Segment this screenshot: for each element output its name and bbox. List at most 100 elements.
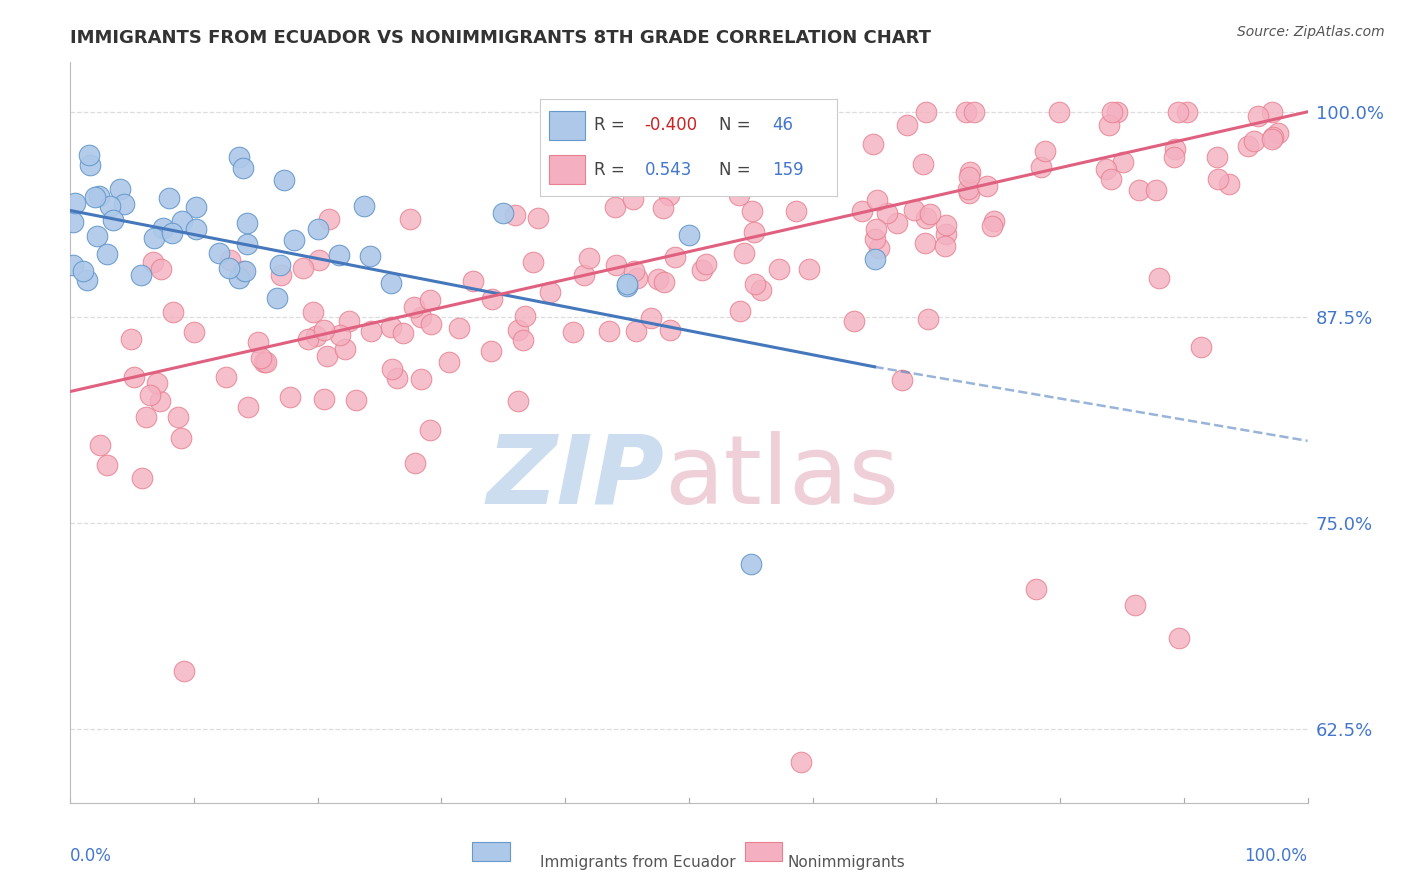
- Point: [439, 355, 461, 369]
- Point: [527, 211, 550, 226]
- Point: [62, 258, 84, 272]
- Point: [150, 261, 173, 276]
- Point: [392, 326, 415, 341]
- Point: [957, 170, 980, 185]
- Point: [659, 323, 682, 337]
- Point: [768, 261, 790, 276]
- Point: [664, 250, 686, 264]
- Point: [143, 231, 166, 245]
- Point: [129, 268, 152, 283]
- Point: [232, 161, 254, 176]
- Point: [236, 401, 259, 415]
- Point: [863, 252, 886, 267]
- Text: 100.0%: 100.0%: [1244, 847, 1308, 865]
- Point: [935, 227, 957, 242]
- Point: [142, 254, 165, 268]
- Point: [380, 277, 402, 291]
- Point: [283, 234, 305, 248]
- Point: [658, 187, 681, 202]
- Point: [236, 237, 259, 252]
- Point: [731, 179, 754, 194]
- Point: [868, 241, 890, 255]
- Point: [963, 104, 986, 119]
- Point: [235, 216, 257, 230]
- Text: Nonimmigrants: Nonimmigrants: [787, 855, 905, 870]
- Text: atlas: atlas: [664, 431, 900, 524]
- Point: [1149, 270, 1171, 285]
- Point: [149, 393, 172, 408]
- Point: [605, 200, 627, 214]
- Point: [479, 343, 502, 358]
- Point: [733, 246, 755, 260]
- Point: [1128, 183, 1150, 197]
- Point: [419, 423, 441, 437]
- Point: [96, 247, 118, 261]
- Point: [955, 104, 977, 119]
- Point: [571, 175, 593, 189]
- Point: [1123, 599, 1146, 613]
- Point: [626, 271, 648, 285]
- Point: [157, 191, 180, 205]
- Point: [291, 260, 314, 275]
- Point: [266, 291, 288, 305]
- Point: [503, 208, 526, 222]
- Point: [578, 251, 600, 265]
- Point: [135, 410, 157, 425]
- Point: [917, 312, 939, 326]
- Point: [308, 252, 330, 267]
- Point: [463, 274, 485, 288]
- Point: [208, 246, 231, 260]
- FancyBboxPatch shape: [472, 842, 509, 861]
- Point: [160, 226, 183, 240]
- Point: [610, 171, 633, 186]
- Point: [232, 263, 254, 277]
- Point: [228, 271, 250, 285]
- Point: [654, 276, 676, 290]
- Point: [1097, 119, 1119, 133]
- Point: [934, 238, 956, 252]
- Point: [380, 320, 402, 334]
- Point: [305, 328, 328, 343]
- Point: [1267, 126, 1289, 140]
- Point: [101, 213, 124, 227]
- Point: [616, 277, 638, 292]
- Point: [233, 264, 256, 278]
- Point: [170, 431, 193, 445]
- Point: [647, 272, 669, 286]
- Point: [492, 206, 515, 220]
- Point: [215, 369, 238, 384]
- Point: [935, 218, 957, 232]
- Point: [896, 119, 918, 133]
- Point: [152, 220, 174, 235]
- Point: [278, 390, 301, 404]
- Point: [273, 173, 295, 187]
- Point: [1101, 104, 1123, 119]
- Point: [844, 314, 866, 328]
- Text: Immigrants from Ecuador: Immigrants from Ecuador: [540, 855, 737, 870]
- Point: [1218, 178, 1240, 192]
- Point: [866, 193, 889, 207]
- Point: [744, 277, 766, 291]
- Point: [381, 362, 404, 376]
- Point: [297, 332, 319, 346]
- Point: [1105, 104, 1128, 119]
- Point: [1095, 161, 1118, 176]
- Point: [72, 264, 94, 278]
- Point: [79, 158, 101, 172]
- Point: [183, 325, 205, 339]
- Point: [447, 320, 470, 334]
- Point: [623, 264, 645, 278]
- Point: [652, 201, 675, 215]
- Point: [419, 293, 441, 308]
- Point: [112, 197, 135, 211]
- Point: [562, 326, 585, 340]
- Point: [108, 182, 131, 196]
- Point: [328, 248, 350, 262]
- Point: [1031, 160, 1053, 174]
- Point: [89, 438, 111, 452]
- Point: [360, 325, 382, 339]
- Point: [728, 303, 751, 318]
- Point: [891, 373, 914, 387]
- Point: [253, 355, 276, 369]
- Point: [1167, 104, 1189, 119]
